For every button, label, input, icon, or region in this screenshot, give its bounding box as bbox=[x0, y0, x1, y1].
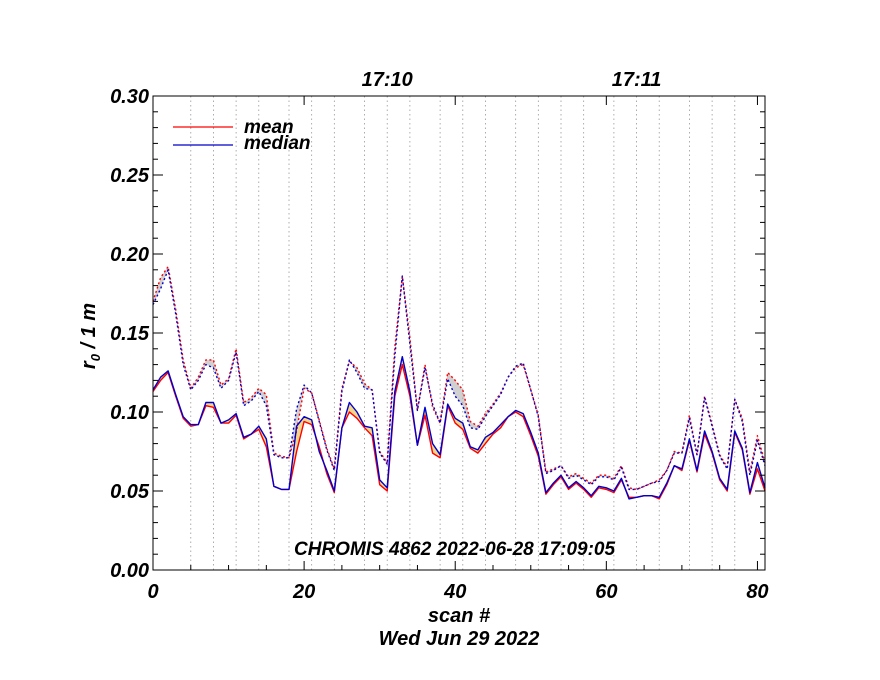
solid-spread-fill bbox=[153, 356, 765, 499]
dotted-blue-series-line bbox=[152, 269, 766, 491]
top-axis-time-label: 17:10 bbox=[362, 69, 413, 91]
dotted-red-series-line bbox=[152, 265, 766, 491]
y-tick-label: 0.20 bbox=[110, 244, 149, 266]
y-tick-label: 0.00 bbox=[110, 560, 149, 582]
legend-label-mean: mean bbox=[244, 117, 294, 138]
x-axis-date-label: Wed Jun 29 2022 bbox=[379, 628, 540, 650]
x-tick-label: 80 bbox=[746, 581, 768, 603]
y-tick-label: 0.05 bbox=[110, 481, 150, 503]
spread-fills bbox=[153, 266, 765, 499]
x-tick-label: 20 bbox=[292, 581, 315, 603]
x-tick-label: 60 bbox=[595, 581, 617, 603]
y-axis-label: r0 / 1 m bbox=[78, 303, 103, 369]
x-axis-label: scan # bbox=[428, 605, 491, 627]
median-series-line bbox=[152, 356, 766, 500]
mean-series-line bbox=[152, 363, 766, 500]
axis-ticks bbox=[152, 95, 765, 571]
series-layer bbox=[152, 265, 766, 500]
top-axis-time-label: 17:11 bbox=[612, 69, 662, 91]
chart-annotation: CHROMIS 4862 2022-06-28 17:09:05 bbox=[294, 539, 616, 560]
y-tick-label: 0.15 bbox=[110, 323, 150, 345]
time-gridlines bbox=[152, 96, 766, 570]
legend: mean median bbox=[173, 117, 311, 154]
y-axis-label-subscript: 0 bbox=[88, 353, 103, 361]
x-tick-label: 40 bbox=[443, 581, 466, 603]
y-tick-label: 0.30 bbox=[110, 86, 149, 108]
y-axis-label-r: r bbox=[78, 360, 100, 369]
y-axis-label-unit: / 1 m bbox=[78, 303, 100, 354]
axis-tick-labels: 0 20 40 60 80 0.00 0.05 0.10 0.15 0.20 0.25 0.30 17:… bbox=[110, 69, 769, 603]
y-tick-label: 0.10 bbox=[110, 402, 149, 424]
y-tick-label: 0.25 bbox=[110, 165, 150, 187]
plot-frame bbox=[152, 95, 766, 571]
legend-label-median: median bbox=[244, 133, 311, 154]
x-tick-label: 0 bbox=[147, 581, 158, 603]
